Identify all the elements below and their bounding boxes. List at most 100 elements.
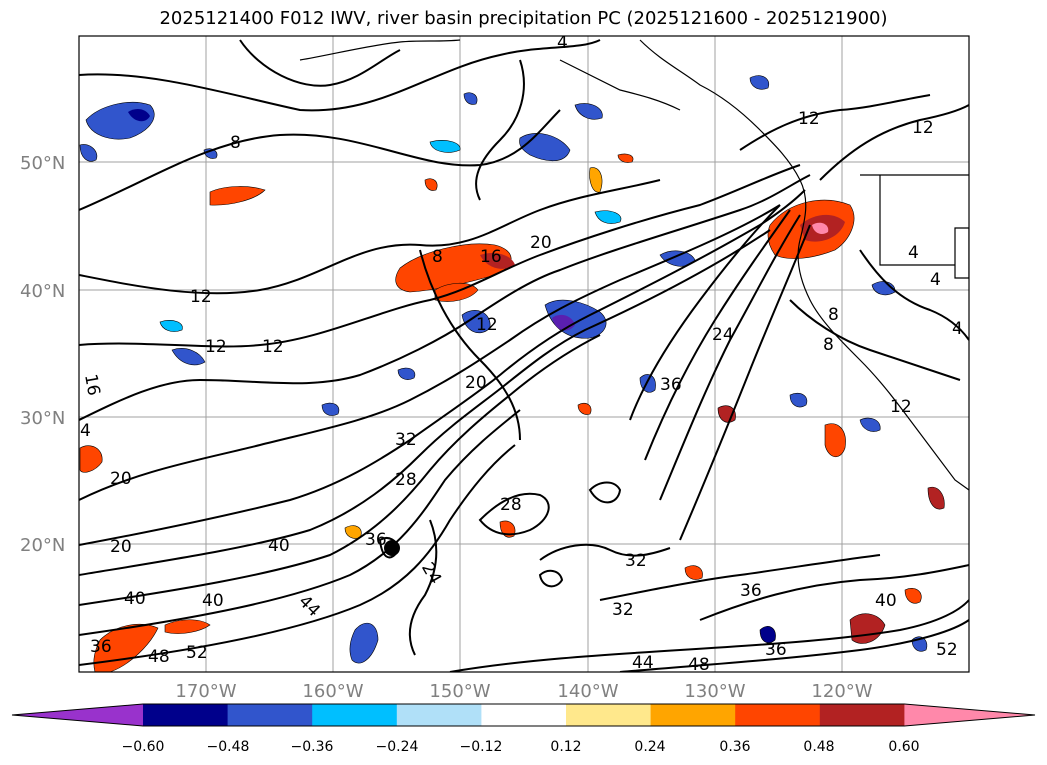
precip-patch — [463, 92, 478, 105]
colorbar-tick-label: −0.36 — [291, 739, 334, 755]
precip-patch — [812, 222, 829, 234]
contour-label: 36 — [765, 640, 787, 660]
colorbar-tick-label: −0.24 — [376, 739, 419, 755]
contour-label: 40 — [268, 536, 290, 556]
colorbar-tick-label: 0.36 — [719, 739, 750, 755]
contour-label: 4 — [80, 421, 91, 441]
precip-patch — [577, 402, 592, 415]
precip-patch — [349, 622, 379, 664]
colorbar-tick-label: −0.12 — [460, 739, 503, 755]
precip-patch — [574, 103, 603, 120]
precip-patch — [424, 178, 438, 191]
colorbar-tick-label: 0.48 — [803, 739, 834, 755]
precip-patch — [589, 167, 603, 193]
coastlines — [299, 39, 969, 491]
contour-label: 8 — [823, 335, 834, 355]
colorbar — [11, 703, 1036, 727]
contour-label: 8 — [828, 305, 839, 325]
map-frame — [78, 35, 970, 673]
contour-label: 48 — [688, 655, 710, 675]
negative-pc-patches — [79, 75, 928, 664]
precip-patch — [824, 423, 846, 457]
contour-label: 8 — [432, 247, 443, 267]
contour-label: 24 — [712, 325, 734, 345]
contour-label: 12 — [190, 287, 212, 307]
precip-patch — [397, 367, 416, 380]
colorbar-bin — [396, 704, 482, 726]
colorbar-tick-label: −0.60 — [122, 739, 165, 755]
contour-label: 20 — [530, 233, 552, 253]
contour-label: 36 — [365, 530, 387, 550]
iwv-contours — [79, 39, 969, 672]
contour-label: 4 — [908, 243, 919, 263]
precip-patch — [904, 588, 922, 604]
longitude-labels: 170°W 160°W 150°W 140°W 130°W 120°W — [175, 681, 872, 702]
colorbar-tick-label: 0.24 — [634, 739, 665, 755]
contour-label: 12 — [262, 337, 284, 357]
colorbar-bin — [143, 704, 229, 726]
precip-patch — [480, 253, 515, 269]
lon-label: 130°W — [684, 681, 745, 702]
positive-pc-patches — [79, 153, 945, 672]
lat-label: 30°N — [20, 408, 65, 429]
precip-patch — [759, 626, 776, 643]
colorbar-tick-label: 0.12 — [550, 739, 581, 755]
low-center-marker — [384, 540, 400, 556]
contour-label: 48 — [148, 647, 170, 667]
contour-label: 32 — [625, 551, 647, 571]
contour-label: 32 — [612, 600, 634, 620]
contour-label: 4 — [952, 319, 963, 339]
precip-patch — [79, 445, 103, 473]
colorbar-bin — [735, 704, 821, 726]
precip-patch — [429, 140, 461, 153]
colorbar-bin — [650, 704, 736, 726]
precip-patch — [749, 75, 770, 90]
precip-patch — [859, 417, 881, 432]
precip-patch — [789, 392, 808, 408]
contour-label: 4 — [557, 33, 568, 53]
contour-label: 20 — [110, 537, 132, 557]
contour-labels: 4 8 8 12 12 12 12 12 12 16 16 20 20 20 2… — [80, 33, 963, 675]
lon-label: 140°W — [557, 681, 618, 702]
lon-label: 170°W — [175, 681, 236, 702]
precip-patch — [617, 153, 634, 163]
colorbar-bin — [227, 704, 313, 726]
colorbar-extend-low — [12, 704, 143, 726]
precip-patch — [79, 144, 98, 162]
precip-patch — [128, 108, 150, 122]
lon-label: 120°W — [811, 681, 872, 702]
contour-label: 12 — [890, 397, 912, 417]
contour-label: 16 — [80, 373, 103, 398]
contour-label: 32 — [395, 430, 417, 450]
colorbar-outline — [11, 703, 1036, 727]
contour-label: 44 — [632, 653, 654, 673]
colorbar-tick-labels: −0.60 −0.48 −0.36 −0.24 −0.12 0.12 0.24 … — [122, 739, 920, 755]
latitude-labels: 50°N 40°N 30°N 20°N — [20, 153, 65, 556]
colorbar-bin — [566, 704, 652, 726]
contour-label: 16 — [480, 247, 502, 267]
contour-label: 52 — [936, 640, 958, 660]
contour-label: 12 — [798, 109, 820, 129]
contour-label: 36 — [660, 375, 682, 395]
colorbar-bin — [819, 704, 905, 726]
precip-patch — [684, 565, 703, 580]
colorbar-bin — [481, 704, 567, 726]
contour-label: 4 — [930, 270, 941, 290]
contour-label: 12 — [912, 118, 934, 138]
precip-patch — [927, 486, 945, 510]
contour-label: 52 — [186, 643, 208, 663]
lat-label: 50°N — [20, 153, 65, 174]
contour-label: 20 — [465, 373, 487, 393]
gridlines — [79, 36, 969, 672]
contour-label: 28 — [500, 495, 522, 515]
colorbar-tick-label: 0.60 — [888, 739, 919, 755]
contour-label: 40 — [202, 591, 224, 611]
contour-label: 12 — [476, 315, 498, 335]
precip-patch — [171, 348, 206, 366]
contour-label: 20 — [110, 469, 132, 489]
contour-label: 40 — [124, 589, 146, 609]
contour-label: 12 — [205, 337, 227, 357]
precip-patch — [321, 402, 340, 416]
contour-label: 40 — [875, 591, 897, 611]
